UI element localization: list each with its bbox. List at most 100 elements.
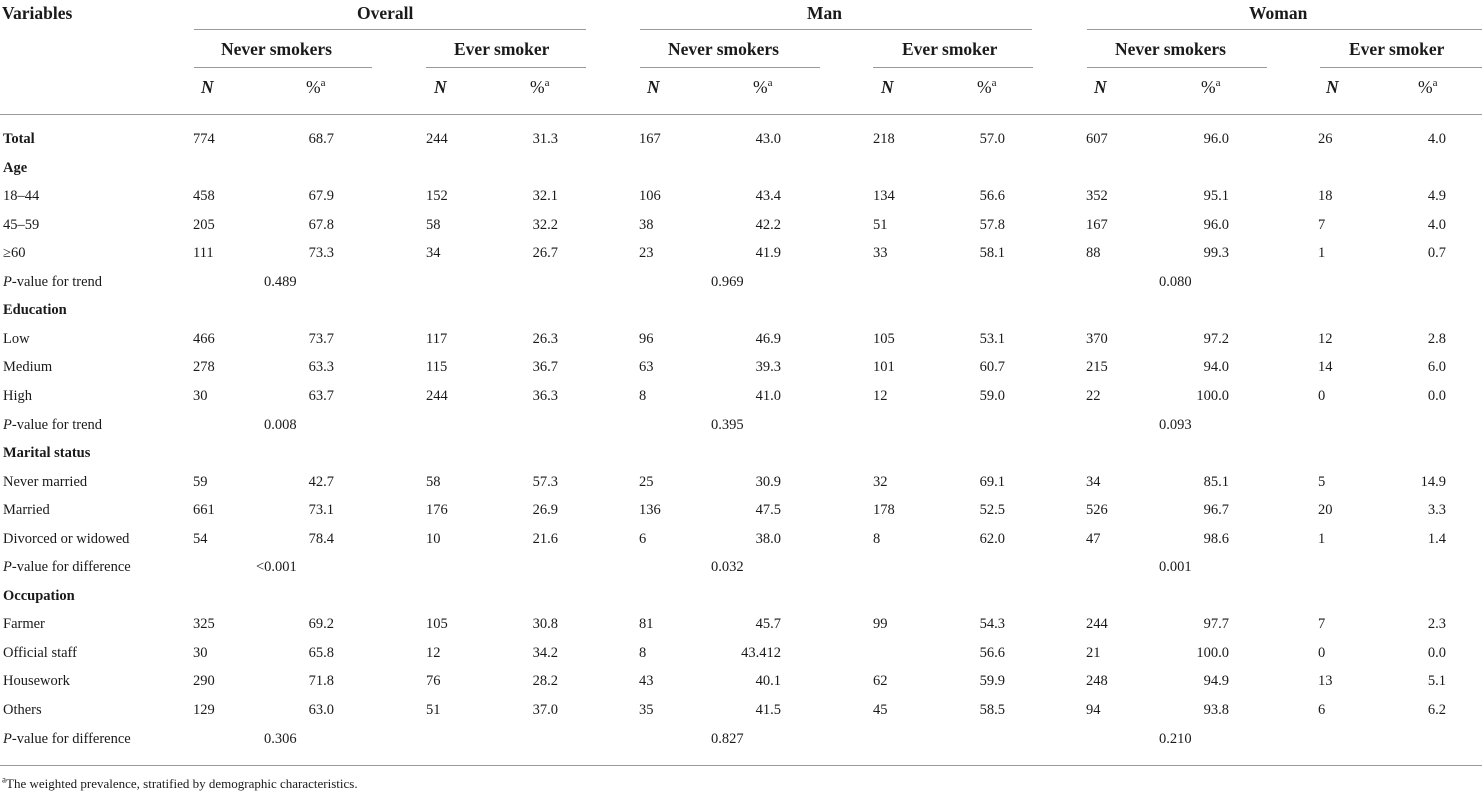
cell-pct: 42.2 [755,216,781,233]
cell-pct: 4.0 [1427,216,1446,233]
pvalue: 0.032 [711,559,744,576]
cell-n: 94 [1086,702,1101,718]
cell-pct: 43.0 [755,131,781,147]
pvalue-label-p: P [3,730,12,747]
footnote-marker: a [2,774,6,785]
pvalue: 0.395 [711,416,744,433]
cell-n: 1 [1318,245,1326,262]
cell-pct: 78.4 [308,530,334,547]
cell-n: 23 [639,245,654,262]
cell-pct: 36.3 [532,387,558,404]
footnote: aThe weighted prevalence, stratified by … [2,774,358,792]
pvalue: 0.080 [1159,273,1192,290]
col-header-pct-symbol: % [530,77,545,97]
pvalue: 0.827 [711,730,744,747]
col-header-pct-symbol: % [1418,77,1433,97]
cell-n: 167 [1086,216,1108,233]
cell-n: 6 [1318,702,1326,718]
cell-pct: 57.3 [532,473,558,490]
pvalue: 0.093 [1159,416,1192,433]
cell-pct: 56.6 [979,644,1005,661]
pvalue-label-p: P [3,559,12,576]
cell-n: 458 [193,188,215,205]
cell-pct: 38.0 [755,530,781,547]
pvalue-label: P-value for trend [3,416,102,434]
table-bottom-rule [0,765,1482,766]
group-rule-woman [1087,29,1482,30]
cell-n: 8 [639,644,647,661]
cell-n: 105 [873,330,895,347]
cell-n: 30 [193,644,208,661]
pvalue-label: P-value for difference [3,558,131,576]
cell-n: 136 [639,502,661,519]
cell-pct: 2.3 [1427,616,1446,633]
cell-pct: 31.3 [532,131,558,147]
row-label: High [3,387,32,404]
col-header-pct-sup: a [991,77,997,90]
cell-n: 45 [873,702,888,718]
cell-n: 370 [1086,330,1108,347]
cell-pct: 52.5 [979,502,1005,519]
subgroup-rule [194,67,372,68]
cell-n: 12 [1318,330,1333,347]
cell-n: 7 [1318,216,1326,233]
cell-pct: 95.1 [1203,188,1229,205]
cell-n: 0 [1318,644,1326,661]
col-header-pct-sup: a [1432,77,1438,90]
cell-n: 106 [639,188,661,205]
cell-n: 76 [426,673,441,690]
cell-n: 12 [426,644,441,661]
cell-pct: 4.0 [1427,131,1446,147]
cell-pct: 57.8 [979,216,1005,233]
cell-pct: 2.8 [1427,330,1446,347]
cell-n: 661 [193,502,215,519]
cell-n: 32 [873,473,888,490]
cell-pct: 93.8 [1203,702,1229,718]
cell-n: 21 [1086,644,1101,661]
cell-n: 129 [193,702,215,718]
cell-pct: 26.9 [532,502,558,519]
cell-n: 101 [873,359,895,376]
cell-pct: 32.1 [532,188,558,205]
cell-n: 134 [873,188,895,205]
cell-pct: 39.3 [755,359,781,376]
pvalue-label-text: -value for trend [11,416,103,433]
cell-pct: 96.0 [1203,216,1229,233]
pvalue: 0.489 [264,273,297,290]
cell-n: 7 [1318,616,1326,633]
cell-pct: 53.1 [979,330,1005,347]
pvalue-label-text: -value for trend [11,273,103,290]
cell-pct: 47.5 [755,502,781,519]
cell-pct: 41.9 [755,245,781,262]
cell-pct: 94.0 [1203,359,1229,376]
cell-pct: 69.1 [979,473,1005,490]
cell-pct: 40.1 [755,673,781,690]
col-header-n: N [881,77,894,97]
pvalue: <0.001 [256,559,297,576]
cell-n: 12 [873,387,888,404]
cell-pct: 41.0 [755,387,781,404]
subgroup-rule [640,67,820,68]
cell-pct: 6.2 [1427,702,1446,718]
cell-n: 278 [193,359,215,376]
cell-pct: 0.0 [1427,387,1446,404]
cell-pct: 96.0 [1203,131,1229,147]
cell-n: 13 [1318,673,1333,690]
cell-pct: 60.7 [979,359,1005,376]
col-header-n: N [1094,77,1107,97]
cell-n: 35 [639,702,654,718]
cell-n: 152 [426,188,448,205]
group-rule-overall [194,29,586,30]
cell-pct: 67.8 [308,216,334,233]
cell-n: 176 [426,502,448,519]
cell-n: 117 [426,330,448,347]
cell-n: 47 [1086,530,1101,547]
cell-n: 526 [1086,502,1108,519]
cell-pct: 43.4 [755,188,781,205]
cell-n: 205 [193,216,215,233]
row-label: 18–44 [3,188,40,205]
cell-n: 34 [1086,473,1101,490]
cell-n: 25 [639,473,654,490]
cell-n: 6 [639,530,647,547]
cell-pct: 1.4 [1427,530,1446,547]
